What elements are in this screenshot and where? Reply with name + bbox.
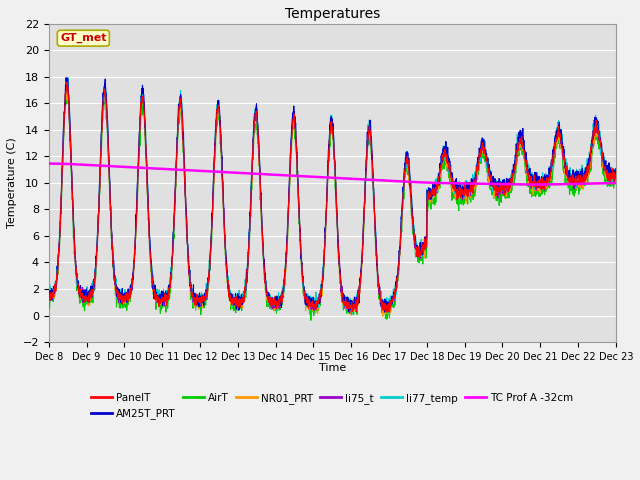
TC Prof A -32cm bbox=[45, 161, 52, 167]
NR01_PRT bbox=[63, 81, 70, 87]
li77_temp bbox=[612, 166, 620, 172]
PanelT bbox=[45, 288, 52, 294]
li75_t bbox=[204, 288, 211, 293]
AirT bbox=[63, 94, 71, 99]
X-axis label: Time: Time bbox=[319, 363, 346, 373]
li75_t bbox=[578, 176, 586, 181]
li77_temp bbox=[563, 166, 570, 172]
AirT bbox=[578, 183, 586, 189]
TC Prof A -32cm bbox=[361, 177, 369, 182]
NR01_PRT bbox=[362, 183, 369, 189]
li75_t bbox=[362, 180, 369, 185]
AirT bbox=[612, 181, 620, 187]
li75_t bbox=[349, 303, 357, 309]
li75_t bbox=[498, 187, 506, 193]
Line: AirT: AirT bbox=[49, 96, 616, 320]
AM25T_PRT bbox=[362, 178, 369, 184]
li77_temp bbox=[64, 74, 72, 80]
PanelT bbox=[383, 309, 391, 315]
AM25T_PRT bbox=[612, 166, 620, 171]
PanelT bbox=[362, 184, 369, 190]
PanelT bbox=[563, 163, 570, 169]
Line: NR01_PRT: NR01_PRT bbox=[49, 84, 616, 316]
Title: Temperatures: Temperatures bbox=[285, 7, 380, 21]
AirT bbox=[45, 298, 52, 303]
AirT bbox=[563, 175, 570, 180]
li77_temp bbox=[349, 302, 357, 308]
AM25T_PRT bbox=[498, 179, 506, 185]
Legend: PanelT, AM25T_PRT, AirT, NR01_PRT, li75_t, li77_temp, TC Prof A -32cm: PanelT, AM25T_PRT, AirT, NR01_PRT, li75_… bbox=[87, 389, 578, 423]
li75_t bbox=[563, 167, 570, 173]
Line: AM25T_PRT: AM25T_PRT bbox=[49, 78, 616, 312]
li75_t bbox=[63, 80, 70, 85]
AirT bbox=[307, 317, 315, 323]
AirT bbox=[498, 192, 506, 198]
li75_t bbox=[612, 174, 620, 180]
li77_temp bbox=[498, 180, 506, 186]
li77_temp bbox=[578, 162, 586, 168]
PanelT bbox=[498, 184, 506, 190]
NR01_PRT bbox=[612, 179, 620, 185]
li77_temp bbox=[45, 291, 52, 297]
PanelT bbox=[204, 293, 211, 299]
AM25T_PRT bbox=[381, 309, 388, 315]
li77_temp bbox=[362, 176, 369, 182]
PanelT bbox=[612, 176, 620, 182]
AirT bbox=[349, 310, 357, 316]
NR01_PRT bbox=[578, 181, 586, 187]
AM25T_PRT bbox=[578, 173, 586, 179]
TC Prof A -32cm bbox=[612, 180, 620, 186]
PanelT bbox=[349, 305, 356, 311]
NR01_PRT bbox=[45, 292, 52, 298]
AM25T_PRT bbox=[45, 288, 52, 293]
Line: li75_t: li75_t bbox=[49, 83, 616, 313]
AM25T_PRT bbox=[204, 286, 211, 292]
AM25T_PRT bbox=[62, 75, 70, 81]
Line: TC Prof A -32cm: TC Prof A -32cm bbox=[49, 164, 616, 184]
Line: li77_temp: li77_temp bbox=[49, 77, 616, 314]
NR01_PRT bbox=[349, 302, 356, 308]
AirT bbox=[204, 297, 211, 302]
TC Prof A -32cm bbox=[531, 181, 538, 187]
Line: PanelT: PanelT bbox=[49, 82, 616, 312]
li75_t bbox=[45, 294, 52, 300]
PanelT bbox=[578, 176, 586, 181]
NR01_PRT bbox=[204, 288, 211, 294]
PanelT bbox=[63, 79, 71, 85]
Y-axis label: Temperature (C): Temperature (C) bbox=[7, 137, 17, 228]
NR01_PRT bbox=[498, 184, 506, 190]
TC Prof A -32cm bbox=[562, 181, 570, 187]
AirT bbox=[362, 183, 369, 189]
AM25T_PRT bbox=[563, 171, 570, 177]
li77_temp bbox=[204, 286, 211, 291]
Text: GT_met: GT_met bbox=[60, 33, 107, 43]
li77_temp bbox=[306, 311, 314, 317]
NR01_PRT bbox=[563, 168, 570, 174]
AM25T_PRT bbox=[349, 300, 356, 306]
li75_t bbox=[346, 310, 353, 316]
TC Prof A -32cm bbox=[203, 168, 211, 174]
NR01_PRT bbox=[379, 313, 387, 319]
TC Prof A -32cm bbox=[578, 181, 586, 187]
TC Prof A -32cm bbox=[497, 181, 505, 187]
TC Prof A -32cm bbox=[349, 176, 356, 182]
